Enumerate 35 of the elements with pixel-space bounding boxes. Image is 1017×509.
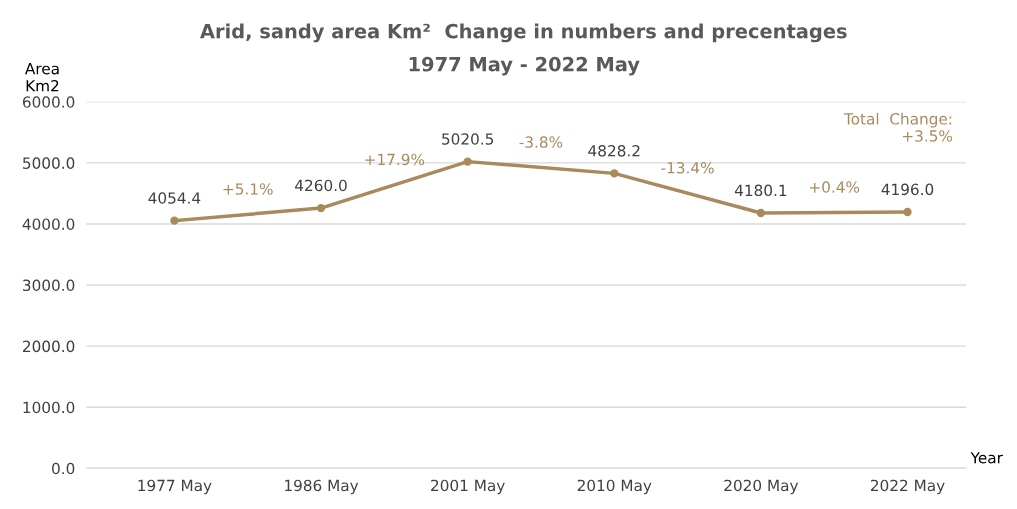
annotation: +5.1% [223,183,273,195]
y-tick-label: 0.0 [52,462,75,475]
data-label: 4828.2 [588,144,640,157]
chart-subtitle: 1977 May - 2022 May [409,56,640,76]
point [903,207,912,217]
y-tick-label: 2000.0 [23,340,75,353]
annotation: Total Change: +3.5% [843,112,953,142]
data-label: 5020.5 [442,133,494,145]
data-label: 4196.0 [881,183,934,196]
y-tick-label: 1000.0 [23,401,75,414]
y-tick-label: 5000.0 [23,157,75,169]
point [170,216,179,225]
x-tick-label: 1986 May [285,479,359,495]
annotation: -3.8% [519,136,563,148]
y-axis-title: Area Km2 [25,63,59,92]
data-label: 4054.4 [148,192,201,204]
x-tick-label: 2020 May [724,479,799,495]
x-tick-label: 1977 May [138,479,212,495]
point [756,208,766,218]
point [610,169,619,178]
data-label: 4180.1 [734,184,787,197]
y-tick-label: 3000.0 [23,279,75,292]
x-tick-label: 2001 May [431,479,505,495]
point [316,203,326,213]
annotation: +0.4% [810,181,860,193]
chart-title: Arid, sandy area Km² Change in numbers and precentages [200,23,847,43]
annotation: +17.9% [365,153,425,166]
x-tick-label: 2022 May [870,479,945,495]
point [463,157,472,166]
data-label: 4260.0 [295,179,347,192]
y-tick-label: 6000.0 [22,96,75,108]
y-tick-label: 4000.0 [22,218,75,230]
x-axis-title: Year [970,452,1003,464]
x-tick-label: 2010 May [577,479,652,495]
annotation: -13.4% [661,161,714,174]
